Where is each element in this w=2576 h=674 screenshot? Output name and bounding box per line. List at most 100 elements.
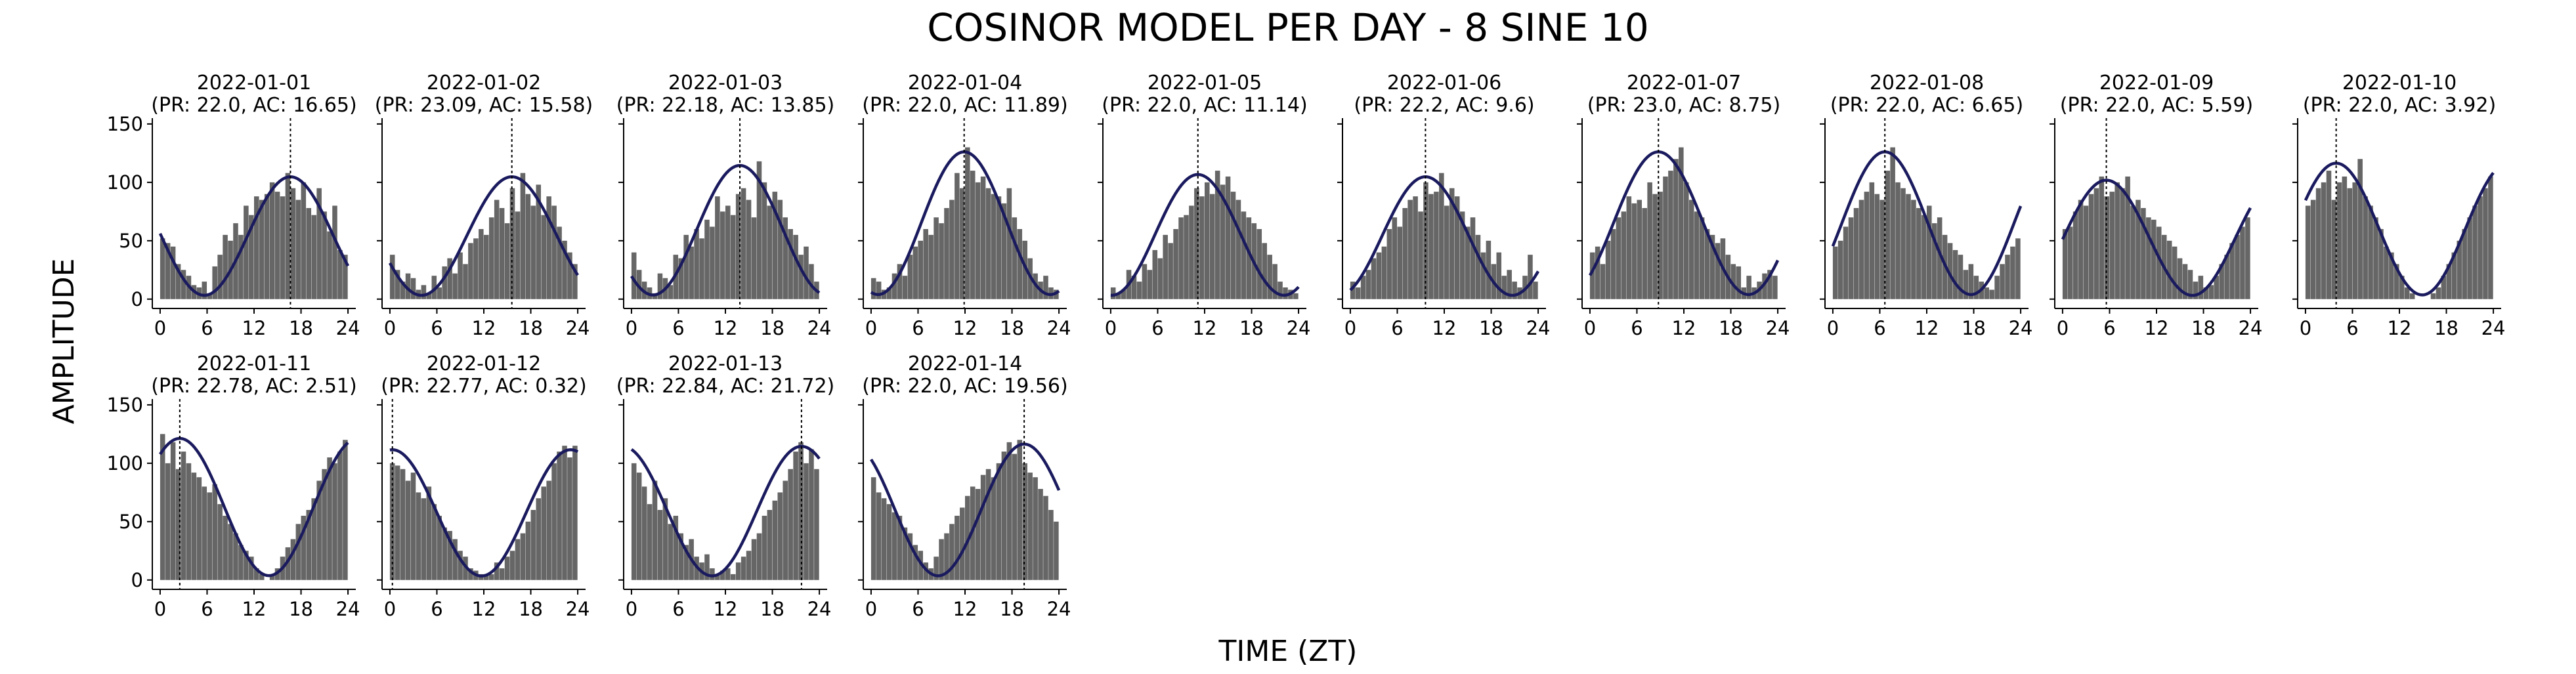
bar: [2305, 205, 2311, 299]
bar: [479, 229, 484, 299]
x-tick-label: 18: [519, 317, 543, 339]
bar: [525, 194, 531, 299]
bar: [515, 211, 521, 299]
bar: [2093, 188, 2099, 299]
panel-subtitle: (PR: 22.78, AC: 2.51): [151, 375, 356, 398]
bar: [2078, 200, 2084, 299]
panel-2022-01-06: 0 6 12 18 24 2022-01-06(PR: 22.2, AC: 9.6): [1337, 72, 1551, 339]
bar: [1157, 258, 1163, 299]
figure-title: COSINOR MODEL PER DAY - 8 SINE 10: [927, 5, 1649, 50]
cosinor-curve: [388, 175, 579, 297]
bar: [772, 192, 778, 299]
bar: [1283, 287, 1288, 299]
x-tick-label: 12: [714, 598, 738, 620]
x-tick-label: 18: [1962, 317, 1986, 339]
bar: [295, 200, 301, 299]
bar: [186, 463, 192, 580]
bar: [504, 557, 510, 580]
bar: [1199, 196, 1205, 299]
bar: [720, 570, 725, 580]
bar: [1730, 264, 1736, 299]
bar: [1475, 234, 1481, 299]
bar: [1610, 229, 1616, 299]
bar: [1230, 192, 1236, 299]
bar: [1147, 270, 1153, 299]
bar: [212, 266, 217, 299]
bar: [870, 477, 876, 580]
bar: [244, 551, 249, 580]
bar: [1256, 229, 1262, 299]
bar: [509, 188, 515, 299]
x-tick-label: 12: [472, 598, 496, 620]
bar: [1989, 289, 1994, 299]
bar: [2451, 252, 2457, 299]
bar: [2203, 287, 2209, 299]
bar: [1906, 194, 1911, 299]
bar: [1963, 270, 1969, 299]
bar: [1142, 264, 1148, 299]
bar: [442, 266, 447, 299]
y-tick-label: 0: [131, 288, 143, 310]
panel-subtitle: (PR: 22.18, AC: 13.85): [616, 94, 835, 117]
bar: [212, 484, 217, 580]
x-tick-label: 18: [1479, 317, 1503, 339]
panel-2022-01-14: 0 6 12 18 24 2022-01-14(PR: 22.0, AC: 19.56): [858, 352, 1071, 620]
bar: [546, 480, 551, 580]
bar: [939, 223, 944, 299]
bar: [934, 557, 939, 580]
bar: [395, 465, 400, 580]
bar: [2409, 293, 2415, 299]
bar: [447, 531, 452, 580]
bar: [1958, 255, 1964, 299]
bar: [2472, 205, 2478, 299]
bar: [1658, 192, 1663, 299]
bar: [2462, 229, 2467, 299]
panel-title: 2022-01-07: [1627, 72, 1741, 95]
bar: [631, 463, 637, 580]
bar: [170, 442, 176, 580]
bar: [1439, 173, 1444, 299]
x-tick-label: 12: [242, 317, 267, 339]
bar: [316, 480, 322, 580]
bar: [280, 196, 286, 299]
y-tick-label: 150: [107, 394, 143, 416]
bar: [1767, 270, 1772, 299]
bar: [751, 539, 757, 580]
bar: [1715, 243, 1721, 299]
panel-subtitle: (PR: 22.2, AC: 9.6): [1354, 94, 1534, 117]
bar: [1874, 194, 1880, 299]
bar: [689, 246, 694, 299]
x-tick-label: 0: [865, 317, 877, 339]
bar: [907, 255, 913, 299]
bar: [934, 217, 939, 299]
bar: [2166, 240, 2172, 299]
bar: [756, 533, 762, 580]
bar: [996, 463, 1002, 580]
bar: [447, 258, 452, 299]
bar: [2467, 217, 2472, 299]
bar: [525, 521, 531, 580]
x-tick-label: 12: [1915, 317, 1939, 339]
x-tick-label: 6: [201, 317, 213, 339]
bar: [400, 469, 406, 580]
bar: [1033, 477, 1038, 580]
bar: [1449, 188, 1455, 299]
bar: [488, 217, 494, 299]
bar: [1214, 171, 1220, 299]
bar: [1407, 200, 1413, 299]
bar: [316, 188, 322, 299]
bar: [421, 498, 427, 580]
x-tick-label: 12: [1193, 317, 1217, 339]
bar: [918, 551, 924, 580]
bar: [788, 469, 793, 580]
bar: [306, 207, 312, 299]
bar: [710, 226, 715, 299]
bar: [269, 574, 275, 580]
bar: [762, 182, 767, 299]
bar: [301, 515, 307, 580]
x-tick-label: 24: [336, 598, 360, 620]
x-tick-label: 12: [2145, 317, 2169, 339]
x-tick-label: 12: [953, 598, 977, 620]
bar: [928, 234, 934, 299]
bar: [1837, 240, 1843, 299]
